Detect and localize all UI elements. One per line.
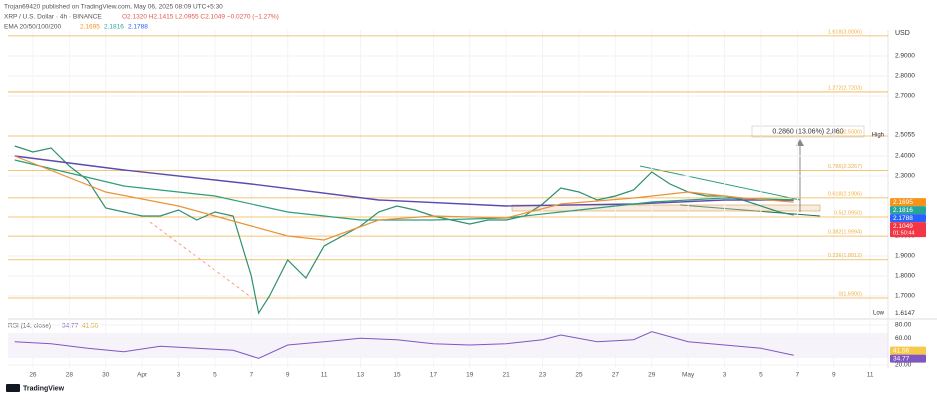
fib-label: 0.786(2.3267) xyxy=(828,164,862,170)
fib-label: 1(2.5000) xyxy=(838,129,862,135)
brand-logo xyxy=(6,384,20,392)
y-tick-label: 1.7000 xyxy=(895,293,915,300)
y-tick-label: 2.9000 xyxy=(895,53,915,60)
marker-label: High xyxy=(872,132,884,138)
x-tick-label: 3 xyxy=(177,372,181,379)
series-line xyxy=(14,331,794,359)
price-tag xyxy=(890,198,926,207)
rsi-title: RSI (14, close) xyxy=(8,323,51,330)
zone-box xyxy=(511,204,821,212)
x-tick-label: 23 xyxy=(539,372,547,379)
price-tag-label: 2.1816 xyxy=(893,207,913,214)
price-tag-label: 41.56 xyxy=(893,347,910,354)
x-tick-label: 21 xyxy=(503,372,511,379)
x-tick-label: Apr xyxy=(137,372,148,379)
measure-box xyxy=(751,125,865,138)
triangle-upper xyxy=(639,165,801,201)
ema-value: 2.1695 xyxy=(80,24,100,31)
fib-label: 0.382(1.9994) xyxy=(828,230,862,236)
fib-label: 0.236(1.8812) xyxy=(828,253,862,259)
x-tick-label: 30 xyxy=(102,372,110,379)
x-tick-label: 28 xyxy=(66,372,74,379)
x-tick-label: 13 xyxy=(357,372,365,379)
x-tick-label: 29 xyxy=(648,372,656,379)
ema-label: EMA 20/50/100/200 xyxy=(4,24,61,31)
y-tick-label: 1.9000 xyxy=(895,253,915,260)
rsi-band xyxy=(8,333,888,358)
symbol: XRP / U.S. Dollar · 4h · BINANCE xyxy=(4,14,102,21)
x-tick-label: 9 xyxy=(832,372,836,379)
measure-arrow-head xyxy=(796,139,804,146)
y-tick-label: 2.4000 xyxy=(895,153,915,160)
published: Trojan69420 published on TradingView.com… xyxy=(4,4,223,11)
price-tag xyxy=(890,346,926,355)
x-tick-label: 3 xyxy=(723,372,727,379)
y-tick-label: 2.8000 xyxy=(895,73,915,80)
fib-label: 0.618(2.1906) xyxy=(828,191,862,197)
x-tick-label: 17 xyxy=(430,372,438,379)
ema-value: 2.1816 xyxy=(104,24,124,31)
x-tick-label: 11 xyxy=(867,372,874,379)
ohlc: O2.1320 H2.1415 L2.0955 C2.1049 −0.0270 … xyxy=(122,14,279,21)
fib-label: 0.5(2.0950) xyxy=(834,210,862,216)
rsi-ma-value: 41.56 xyxy=(82,323,99,330)
series-line xyxy=(14,155,794,241)
x-tick-label: May xyxy=(682,372,695,379)
price-tag-label: 2.1788 xyxy=(893,215,913,222)
marker-value: 2.5055 xyxy=(895,132,915,139)
x-tick-label: 27 xyxy=(612,372,620,379)
measure-label: 0.2860 (13.06%) 2,860 xyxy=(772,128,843,135)
price-tag-label: 2.1049 xyxy=(893,223,913,230)
y-tick-label: 20.00 xyxy=(895,362,912,369)
ema-value: 2.1788 xyxy=(128,24,148,31)
price-tag-label: 34.77 xyxy=(893,355,910,362)
x-tick-label: 7 xyxy=(796,372,800,379)
marker-label: Low xyxy=(873,311,885,317)
x-tick-label: 11 xyxy=(321,372,328,379)
fib-label: 0(1.6900) xyxy=(838,291,862,297)
series-line xyxy=(14,145,794,315)
price-tag xyxy=(890,214,926,223)
rsi-value: 34.77 xyxy=(62,323,79,330)
fib-label: 1.618(3.0006) xyxy=(828,29,862,35)
dashed-trend xyxy=(149,221,256,301)
y-tick-label: 80.00 xyxy=(895,322,912,329)
triangle-lower xyxy=(679,204,821,217)
x-tick-label: 26 xyxy=(29,372,37,379)
price-tag-label: 2.1695 xyxy=(893,199,913,206)
y-tick-label: 60.00 xyxy=(895,335,912,342)
price-tag xyxy=(890,354,926,363)
series-line xyxy=(14,159,794,221)
y-tick-label: 1.8000 xyxy=(895,273,915,280)
price-tag-sub: 01:50:44 xyxy=(893,231,914,237)
x-tick-label: 25 xyxy=(575,372,583,379)
x-tick-label: 5 xyxy=(759,372,763,379)
fib-label: 1.272(2.7203) xyxy=(828,85,862,91)
currency: USD xyxy=(895,30,910,37)
price-tag xyxy=(890,206,926,215)
y-tick-label: 2.7000 xyxy=(895,93,915,100)
marker-value: 1.6147 xyxy=(895,310,915,317)
x-tick-label: 7 xyxy=(250,372,254,379)
x-tick-label: 15 xyxy=(393,372,401,379)
brand: TradingView xyxy=(23,385,65,392)
x-tick-label: 9 xyxy=(286,372,290,379)
series-line xyxy=(14,155,794,207)
x-tick-label: 19 xyxy=(466,372,474,379)
price-tag xyxy=(890,222,926,238)
x-tick-label: 5 xyxy=(213,372,217,379)
y-tick-label: 2.3000 xyxy=(895,173,915,180)
